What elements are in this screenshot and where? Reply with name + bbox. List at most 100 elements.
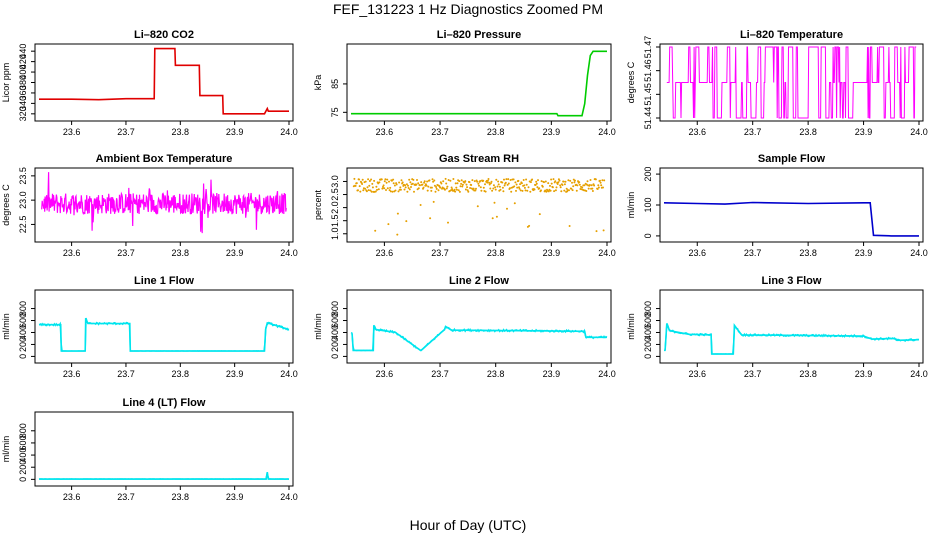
data-point (367, 189, 370, 192)
data-point (554, 180, 557, 183)
data-point (440, 182, 443, 185)
data-point (494, 186, 497, 189)
data-point (432, 180, 435, 183)
data-point (599, 181, 602, 184)
x-tick-label: 23.8 (172, 248, 190, 258)
panel-4: Ambient Box Temperature degrees C 23.6 23.7… (1, 153, 298, 258)
data-point (435, 187, 438, 190)
data-point (556, 183, 559, 185)
x-tick-label: 23.6 (688, 248, 706, 258)
x-tick-label: 24.0 (910, 248, 928, 258)
data-point (551, 186, 554, 189)
data-point (385, 181, 388, 184)
data-point (497, 183, 500, 186)
y-tick-label: 440 (18, 44, 28, 59)
data-point (383, 180, 386, 183)
data-point (408, 188, 411, 191)
data-point (357, 189, 359, 192)
x-tick-label: 24.0 (280, 492, 298, 502)
data-point (389, 190, 392, 193)
data-point (461, 183, 464, 186)
y-tick-label: 400 (330, 325, 340, 340)
data-point (503, 178, 505, 181)
data-point (437, 189, 440, 192)
x-tick-label: 23.8 (487, 127, 505, 137)
data-point (447, 179, 450, 181)
data-point (516, 186, 519, 189)
data-point (549, 184, 551, 187)
data-point (388, 189, 391, 192)
series-line (41, 172, 287, 234)
data-point (499, 188, 502, 191)
panel-title: Sample Flow (758, 153, 826, 165)
data-point (419, 204, 422, 206)
series-line (666, 46, 917, 119)
data-point (451, 188, 454, 191)
data-point (392, 182, 395, 185)
panel-title: Li–820 Temperature (740, 29, 843, 41)
data-point (471, 179, 474, 182)
data-point (492, 187, 495, 190)
data-point (364, 187, 367, 190)
data-point (425, 184, 428, 187)
panel-title: Li–820 Pressure (437, 29, 521, 41)
x-tick-label: 24.0 (598, 369, 616, 379)
data-point (587, 187, 590, 190)
data-point (474, 189, 477, 192)
data-point (490, 180, 493, 183)
data-point (575, 189, 578, 192)
data-point (529, 190, 532, 193)
data-point (366, 186, 369, 189)
x-tick-label: 24.0 (598, 248, 616, 258)
data-point (521, 189, 524, 192)
x-tick-label: 23.7 (431, 369, 449, 379)
data-point (514, 181, 517, 184)
data-point (495, 215, 498, 218)
y-axis-label: ml/min (626, 192, 636, 219)
data-point (494, 188, 497, 191)
data-point (417, 182, 420, 185)
y-tick-label: 51.45 (643, 83, 653, 106)
plot-frame (346, 167, 612, 243)
data-point (359, 190, 362, 193)
x-tick-label: 23.9 (543, 248, 561, 258)
data-point (415, 183, 418, 186)
data-point (544, 189, 547, 192)
data-point (416, 179, 418, 181)
x-tick-label: 24.0 (280, 369, 298, 379)
data-point (486, 181, 489, 184)
data-point (480, 189, 483, 192)
data-point (571, 189, 574, 192)
data-point (381, 187, 384, 190)
panel-title: Li–820 CO2 (134, 29, 194, 41)
data-point (460, 179, 463, 182)
y-tick-label: 0 (330, 354, 340, 359)
figure-title: FEF_131223 1 Hz Diagnostics Zoomed PM (332, 1, 603, 17)
data-point (385, 189, 387, 191)
data-point (460, 182, 463, 185)
data-point (403, 188, 406, 191)
data-point (353, 177, 356, 180)
x-tick-label: 23.8 (799, 369, 817, 379)
x-tick-label: 23.7 (117, 127, 135, 137)
data-point (475, 187, 477, 190)
data-point (398, 181, 401, 184)
y-axis-label: ml/min (626, 313, 636, 340)
data-point (574, 179, 576, 182)
data-point (559, 186, 562, 189)
data-point (585, 190, 588, 192)
data-point (527, 186, 530, 189)
y-tick-label: 100 (643, 197, 653, 212)
data-point (453, 188, 456, 191)
data-point (492, 184, 495, 187)
x-tick-label: 23.9 (226, 248, 244, 258)
data-point (554, 189, 557, 192)
y-tick-label: 600 (643, 313, 653, 328)
data-point (465, 183, 468, 186)
data-point (484, 190, 487, 193)
series-noise (350, 325, 608, 352)
y-axis-label: degrees C (626, 61, 636, 103)
data-point (445, 182, 448, 185)
data-point (535, 180, 538, 183)
data-point (427, 185, 430, 188)
